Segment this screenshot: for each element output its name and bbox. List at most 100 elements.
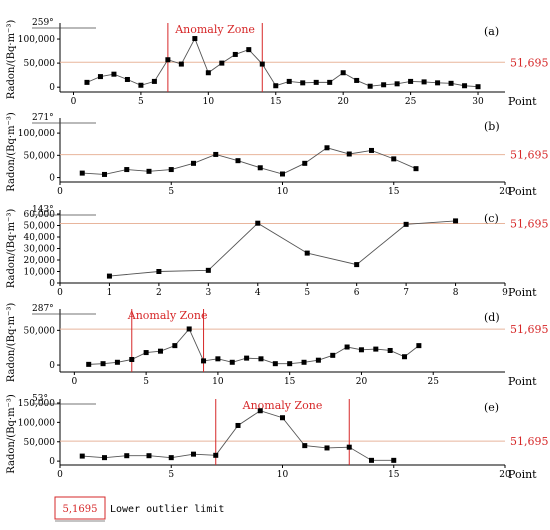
data-point bbox=[219, 60, 225, 66]
x-tick-label: 8 bbox=[453, 288, 459, 298]
data-point bbox=[146, 453, 152, 459]
chart-panel: 51,695 Anomaly Zone 0 50,000 100,000 0 5 10 15 20… bbox=[6, 18, 549, 108]
y-tick-label: 100,000 bbox=[18, 35, 55, 45]
data-point bbox=[168, 167, 174, 173]
x-axis-label: Point bbox=[508, 375, 537, 388]
data-point bbox=[287, 361, 293, 367]
x-axis-label: Point bbox=[508, 185, 537, 198]
data-point bbox=[373, 346, 379, 352]
y-tick-label: 0 bbox=[49, 279, 55, 289]
series-line bbox=[88, 328, 420, 365]
data-point bbox=[302, 160, 308, 166]
series-line bbox=[82, 410, 394, 461]
data-point bbox=[172, 343, 178, 349]
x-tick-label: 10 bbox=[203, 97, 215, 107]
data-point bbox=[273, 83, 279, 89]
data-point bbox=[124, 76, 130, 82]
data-point bbox=[313, 79, 319, 85]
legend-value: 5,1695 bbox=[63, 504, 98, 515]
data-point bbox=[354, 77, 360, 83]
y-tick-label: 20,000 bbox=[24, 256, 56, 266]
y-tick-label: 50,000 bbox=[24, 438, 56, 448]
y-tick-label: 50,000 bbox=[24, 151, 56, 161]
x-tick-label: 25 bbox=[405, 97, 417, 107]
data-point bbox=[327, 79, 333, 85]
y-tick-label: 10,000 bbox=[24, 268, 56, 278]
x-tick-label: 0 bbox=[57, 288, 63, 298]
x-tick-label: 15 bbox=[388, 470, 400, 480]
x-tick-label: 0 bbox=[71, 97, 77, 107]
anomaly-zone-label: Anomaly Zone bbox=[242, 399, 323, 412]
x-tick-label: 5 bbox=[138, 97, 144, 107]
x-tick-label: 20 bbox=[356, 377, 368, 387]
data-point bbox=[381, 82, 387, 88]
data-point bbox=[151, 78, 157, 84]
x-tick-label: 1 bbox=[107, 288, 113, 298]
threshold-label: 51,695 bbox=[510, 323, 549, 336]
panel-tag: (d) bbox=[484, 311, 500, 324]
data-point bbox=[280, 415, 285, 421]
data-point bbox=[387, 347, 393, 353]
data-point bbox=[191, 451, 196, 457]
data-point bbox=[315, 357, 321, 363]
data-point bbox=[302, 443, 308, 449]
data-point bbox=[229, 359, 235, 365]
chart-panel: 51,695010,00020,00030,00040,00050,00060,… bbox=[6, 205, 549, 299]
data-point bbox=[402, 354, 408, 360]
data-point bbox=[235, 422, 241, 428]
y-axis-label: Radon/(Bq·m⁻³) bbox=[6, 20, 17, 100]
y-tick-label: 40,000 bbox=[24, 233, 56, 243]
threshold-label: 51,695 bbox=[510, 218, 549, 231]
data-point bbox=[394, 81, 400, 87]
data-point bbox=[367, 83, 373, 89]
x-tick-label: 0 bbox=[71, 377, 77, 387]
data-point bbox=[191, 160, 196, 166]
x-tick-label: 2 bbox=[156, 288, 162, 298]
data-point bbox=[324, 145, 330, 151]
data-point bbox=[346, 151, 352, 157]
data-point bbox=[257, 165, 263, 171]
data-point bbox=[178, 61, 184, 67]
data-point bbox=[453, 218, 459, 224]
panel-tag: (b) bbox=[484, 120, 500, 133]
x-tick-label: 15 bbox=[284, 377, 296, 387]
data-point bbox=[86, 361, 92, 367]
series-line bbox=[82, 147, 417, 175]
data-point bbox=[408, 78, 414, 84]
panel-tag: (e) bbox=[484, 401, 499, 414]
x-axis-label: Point bbox=[508, 468, 537, 481]
anomaly-zone-label: Anomaly Zone bbox=[127, 309, 208, 322]
data-point bbox=[129, 357, 135, 363]
data-point bbox=[186, 326, 192, 332]
threshold-label: 51,695 bbox=[510, 56, 549, 69]
data-point bbox=[369, 457, 374, 463]
data-point bbox=[448, 80, 454, 86]
legend: 5,1695 Lower outlier limit bbox=[54, 496, 224, 522]
panel-tag: (c) bbox=[484, 212, 499, 225]
data-point bbox=[330, 352, 336, 358]
data-point bbox=[358, 347, 364, 353]
data-point bbox=[354, 262, 360, 268]
data-point bbox=[344, 344, 350, 350]
chart-panel: 51,695 Anomaly Zone 0 50,000 0 5 10 15 20 25 Point… bbox=[6, 303, 549, 388]
y-tick-label: 50,000 bbox=[24, 59, 56, 69]
y-tick-label: 0 bbox=[49, 83, 55, 93]
data-point bbox=[259, 61, 265, 67]
data-point bbox=[138, 82, 144, 88]
data-point bbox=[244, 355, 250, 361]
y-axis-label: Radon/(Bq·m⁻³) bbox=[6, 303, 17, 383]
x-axis-label: Point bbox=[508, 286, 537, 299]
data-point bbox=[201, 358, 207, 364]
x-tick-label: 5 bbox=[304, 288, 310, 298]
data-point bbox=[156, 269, 162, 274]
data-point bbox=[435, 80, 441, 86]
legend-text: Lower outlier limit bbox=[110, 504, 224, 515]
x-axis-label: Point bbox=[508, 95, 537, 108]
y-tick-label: 0 bbox=[49, 361, 55, 371]
data-point bbox=[146, 168, 152, 174]
data-point bbox=[286, 78, 292, 84]
data-point bbox=[475, 84, 481, 90]
x-tick-label: 15 bbox=[270, 97, 282, 107]
data-point bbox=[79, 170, 85, 176]
